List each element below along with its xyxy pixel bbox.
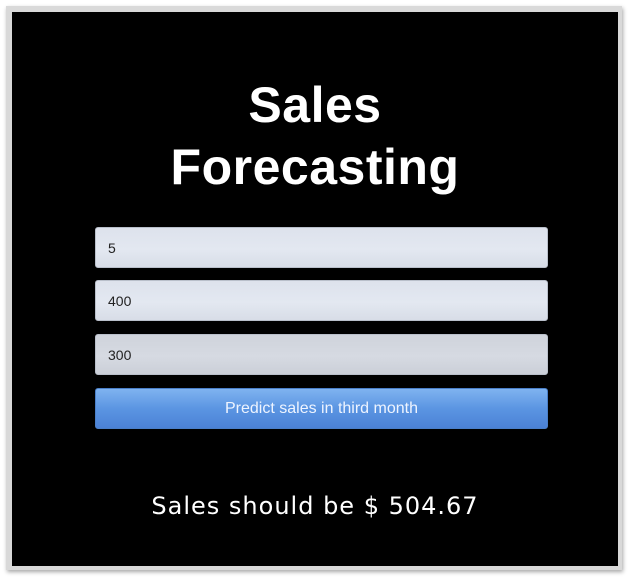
page-title: Sales Forecasting <box>12 74 618 198</box>
page-title-line-1: Sales <box>248 77 382 133</box>
app-screen: Sales Forecasting Predict sales in third… <box>12 12 618 566</box>
month-three-input[interactable] <box>95 334 548 375</box>
prediction-result: Sales should be $ 504.67 <box>151 492 479 520</box>
month-one-input[interactable] <box>95 227 548 268</box>
predict-button[interactable]: Predict sales in third month <box>95 388 548 429</box>
page-title-line-2: Forecasting <box>170 139 460 195</box>
month-two-input[interactable] <box>95 280 548 321</box>
